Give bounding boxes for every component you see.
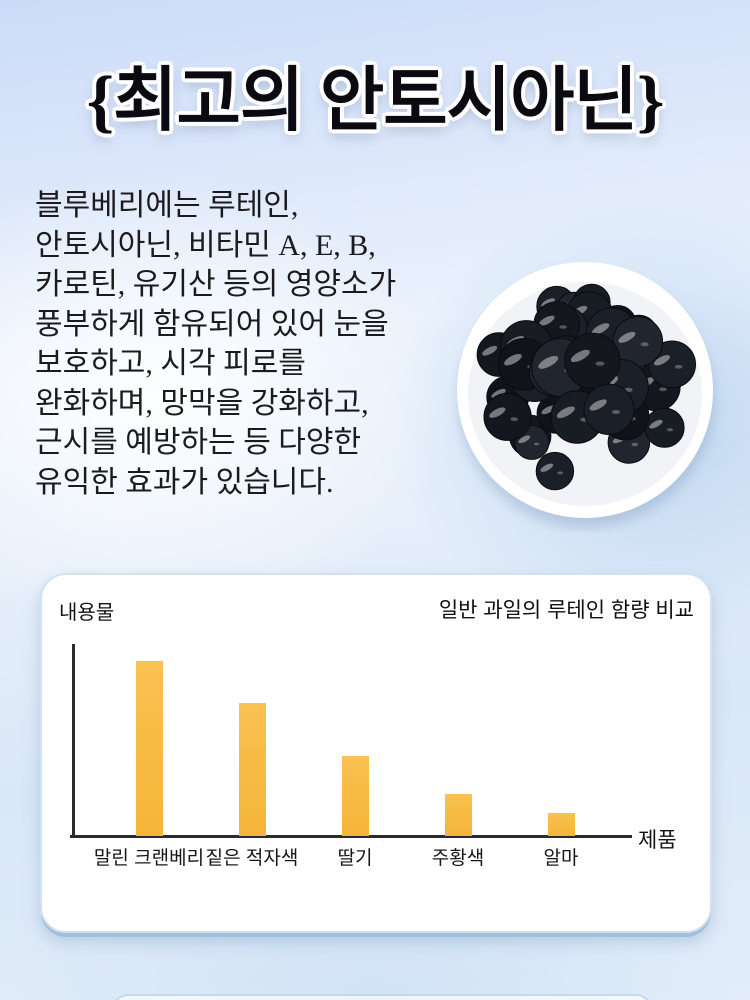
chart-bar [547, 813, 575, 836]
page-title: {최고의 안토시아닌} [86, 63, 665, 140]
chart-bar [238, 703, 266, 836]
lutein-chart-card: 내용물 일반 과일의 루테인 함량 비교 제품 말린 크랜베리 짙은 적자색 딸기 주… [40, 573, 712, 933]
chart-y-axis-label: 내용물 [59, 602, 115, 624]
intro-paragraph: 블루베리에는 루테인, 안토시아닌, 비타민 A, E, B, 카로틴, 유기산… [35, 186, 475, 502]
intro-line: 블루베리에는 루테인, [35, 189, 299, 222]
intro-line: 보호하고, 시각 피로를 [35, 347, 306, 380]
next-section-card-edge [112, 994, 652, 1000]
chart-x-axis-line [70, 835, 632, 838]
intro-line: 풍부하게 함유되어 있어 눈을 [35, 307, 389, 341]
chart-category-label: 짙은 적자색 [205, 848, 299, 869]
chart-bar [341, 756, 369, 836]
intro-line: 유익한 효과가 있습니다. [35, 465, 334, 499]
intro-line: 안토시아닌, 비타민 A, E, B, [35, 228, 376, 262]
chart-title: 일반 과일의 루테인 함량 비교 [438, 599, 694, 622]
chart-category-label: 알마 [543, 848, 579, 869]
chart-bar [444, 794, 472, 836]
chart-bar [135, 661, 163, 836]
intro-line: 근시를 예방하는 등 다양한 [35, 426, 362, 459]
chart-category-label: 딸기 [337, 848, 373, 869]
chart-category-label: 주황색 [431, 848, 485, 869]
intro-line: 카로틴, 유기산 등의 영양소가 [35, 268, 397, 301]
dried-blueberries-bowl-photo [457, 262, 714, 528]
chart-category-label: 말린 크랜베리 [93, 848, 205, 869]
lutein-bar-chart: 내용물 일반 과일의 루테인 함량 비교 제품 말린 크랜베리 짙은 적자색 딸기 주… [42, 575, 710, 931]
chart-y-axis-line [72, 644, 75, 838]
chart-x-axis-label: 제품 [638, 829, 677, 852]
intro-line: 완화하며, 망막을 강화하고, [35, 386, 369, 420]
